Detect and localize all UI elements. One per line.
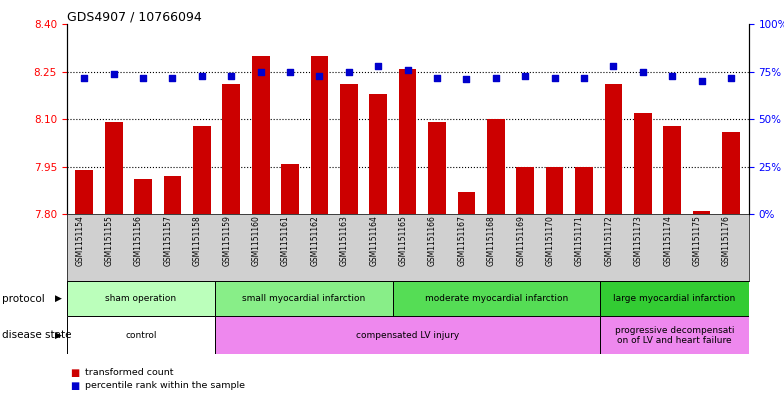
Point (578, 74, 590, 81)
Bar (340, 84, 358, 214)
Text: GSM1151164: GSM1151164 (369, 215, 378, 266)
Point (489, 74, 502, 81)
FancyBboxPatch shape (215, 281, 393, 316)
Bar (604, 84, 622, 214)
Bar (134, 179, 152, 214)
Text: sham operation: sham operation (105, 294, 176, 303)
FancyBboxPatch shape (67, 316, 215, 354)
Text: GSM1151173: GSM1151173 (634, 215, 643, 266)
Text: disease state: disease state (2, 331, 71, 340)
Point (460, 76, 473, 83)
Point (666, 72, 678, 79)
Text: moderate myocardial infarction: moderate myocardial infarction (425, 294, 568, 303)
Point (430, 74, 443, 81)
Point (254, 69, 267, 75)
Text: small myocardial infarction: small myocardial infarction (242, 294, 365, 303)
Bar (164, 176, 181, 214)
Bar (193, 126, 211, 214)
Text: GSM1151154: GSM1151154 (75, 215, 85, 266)
Text: GSM1151157: GSM1151157 (164, 215, 172, 266)
Bar (517, 167, 534, 214)
Text: GSM1151160: GSM1151160 (252, 215, 260, 266)
Point (607, 63, 619, 69)
Text: GSM1151163: GSM1151163 (340, 215, 349, 266)
Text: GSM1151162: GSM1151162 (310, 215, 319, 266)
Text: GSM1151161: GSM1151161 (281, 215, 290, 266)
Point (284, 69, 296, 75)
Point (372, 63, 384, 69)
Bar (310, 56, 328, 214)
Text: protocol: protocol (2, 294, 45, 304)
Point (637, 69, 649, 75)
Text: large myocardial infarction: large myocardial infarction (613, 294, 735, 303)
Text: GSM1151174: GSM1151174 (663, 215, 672, 266)
Point (401, 67, 414, 73)
Point (724, 74, 737, 81)
Text: ■: ■ (71, 381, 80, 391)
Point (195, 72, 208, 79)
Text: GSM1151159: GSM1151159 (223, 215, 231, 266)
Text: ▶: ▶ (55, 294, 61, 303)
Point (225, 72, 238, 79)
Text: GSM1151175: GSM1151175 (693, 215, 702, 266)
Bar (487, 119, 505, 214)
Bar (458, 192, 475, 214)
Point (136, 74, 149, 81)
Text: GSM1151166: GSM1151166 (428, 215, 437, 266)
Bar (634, 113, 652, 214)
Bar (693, 211, 710, 214)
Point (107, 71, 120, 77)
Text: percentile rank within the sample: percentile rank within the sample (85, 382, 245, 390)
Text: GSM1151171: GSM1151171 (575, 215, 584, 266)
FancyBboxPatch shape (215, 316, 601, 354)
FancyBboxPatch shape (601, 281, 749, 316)
Text: GSM1151158: GSM1151158 (193, 215, 201, 266)
Text: GSM1151156: GSM1151156 (134, 215, 143, 266)
Bar (369, 94, 387, 214)
Point (519, 72, 532, 79)
Bar (105, 123, 122, 214)
Bar (399, 69, 416, 214)
Text: GSM1151172: GSM1151172 (604, 215, 613, 266)
Point (548, 74, 561, 81)
Text: GSM1151176: GSM1151176 (722, 215, 731, 266)
Text: transformed count: transformed count (85, 368, 173, 377)
Point (166, 74, 179, 81)
Text: GSM1151155: GSM1151155 (105, 215, 114, 266)
Text: ■: ■ (71, 367, 80, 378)
Text: GSM1151170: GSM1151170 (546, 215, 554, 266)
Bar (281, 163, 299, 214)
Point (343, 69, 355, 75)
Point (313, 72, 325, 79)
Text: compensated LV injury: compensated LV injury (356, 331, 459, 340)
Bar (223, 84, 240, 214)
Text: GSM1151169: GSM1151169 (517, 215, 525, 266)
Bar (722, 132, 740, 214)
Bar (575, 167, 593, 214)
FancyBboxPatch shape (67, 281, 215, 316)
Bar (546, 167, 564, 214)
Bar (75, 170, 93, 214)
Bar (428, 123, 446, 214)
Text: ▶: ▶ (55, 331, 61, 340)
Text: GSM1151168: GSM1151168 (487, 215, 495, 266)
Text: GSM1151165: GSM1151165 (399, 215, 408, 266)
Point (78, 74, 90, 81)
Bar (663, 126, 681, 214)
Text: progressive decompensati
on of LV and heart failure: progressive decompensati on of LV and he… (615, 326, 735, 345)
FancyBboxPatch shape (393, 281, 601, 316)
Text: control: control (125, 331, 157, 340)
FancyBboxPatch shape (601, 316, 749, 354)
Text: GSM1151167: GSM1151167 (458, 215, 466, 266)
Point (695, 78, 708, 84)
Text: GDS4907 / 10766094: GDS4907 / 10766094 (67, 10, 201, 23)
Bar (252, 56, 270, 214)
